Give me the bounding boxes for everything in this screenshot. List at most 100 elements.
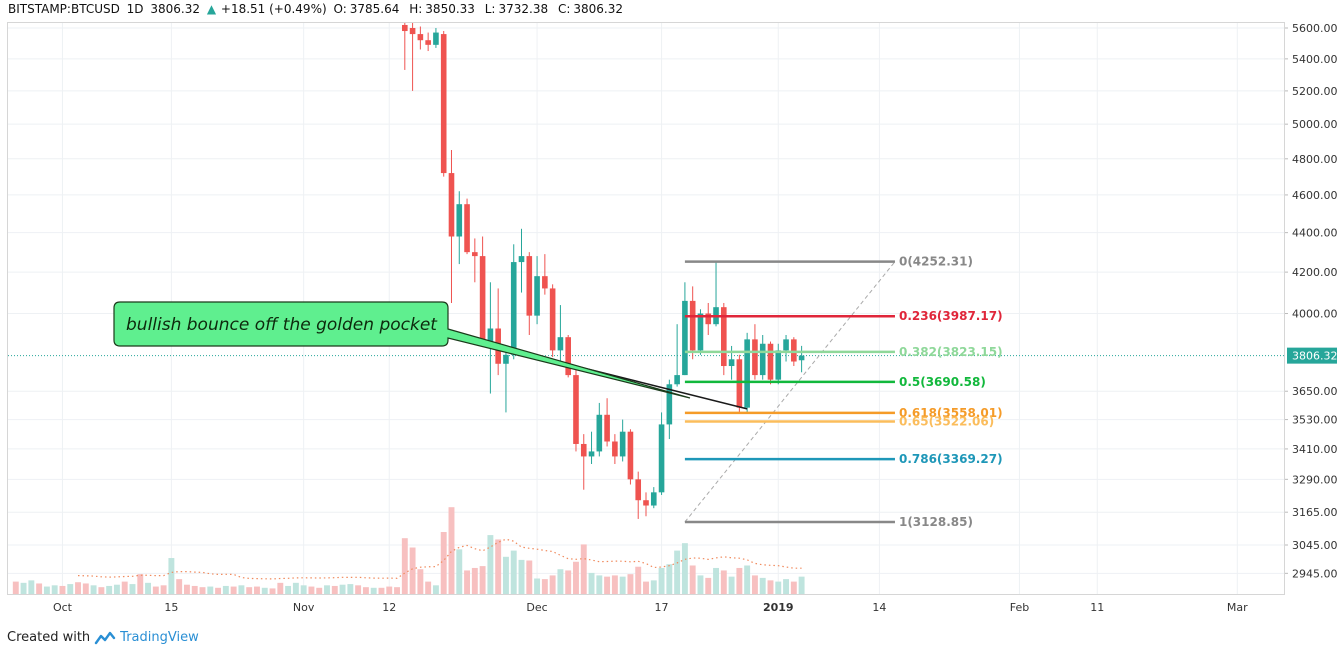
candle-body[interactable] (775, 350, 782, 380)
candle-body[interactable] (759, 343, 766, 376)
volume-bar (121, 581, 128, 594)
candle-body[interactable] (479, 256, 486, 342)
candle-body[interactable] (526, 256, 533, 316)
volume-bar (215, 587, 222, 594)
candle-body[interactable] (728, 359, 735, 367)
candle-body[interactable] (635, 479, 642, 501)
volume-bar (386, 586, 393, 594)
candle-body[interactable] (619, 431, 626, 457)
volume-bar (339, 584, 346, 594)
volume-bar (75, 582, 81, 594)
volume-bar (51, 585, 58, 594)
candle-body[interactable] (752, 339, 758, 376)
candle-body[interactable] (487, 328, 494, 342)
volume-bar (658, 567, 665, 594)
candle-body[interactable] (425, 40, 431, 45)
volume-bar (269, 588, 276, 594)
candle-body[interactable] (417, 34, 424, 41)
volume-bar (502, 556, 509, 594)
volume-bar (650, 580, 657, 594)
candle-body[interactable] (440, 34, 447, 174)
volume-bar (759, 577, 766, 594)
candle-body[interactable] (783, 339, 789, 351)
candle-body[interactable] (472, 252, 478, 257)
volume-bar (300, 585, 307, 594)
candle-body[interactable] (798, 355, 805, 361)
interval-label[interactable]: 1D (126, 2, 144, 16)
annotation-callout[interactable]: bullish bounce off the golden pocket (113, 301, 691, 399)
volume-bar (43, 586, 50, 594)
tradingview-logo-icon (94, 631, 116, 644)
ohlc-close: C: 3806.32 (558, 2, 626, 16)
volume-bar (152, 586, 159, 594)
volume-bar (549, 575, 556, 594)
candle-body[interactable] (588, 451, 595, 457)
candle-body[interactable] (643, 500, 649, 506)
candle-body[interactable] (674, 375, 680, 385)
candle-body[interactable] (534, 276, 540, 316)
volume-bar (261, 587, 268, 594)
volume-bar (573, 561, 579, 594)
candle-body[interactable] (604, 414, 610, 442)
candle-body[interactable] (682, 300, 688, 376)
volume-bar (456, 549, 463, 594)
volume-bar (355, 585, 362, 594)
fib-level-label: 1(3128.85) (899, 515, 973, 529)
candle-body[interactable] (791, 339, 797, 362)
candle-body[interactable] (596, 414, 603, 452)
volume-bar (199, 587, 206, 594)
low-label: L: (484, 2, 496, 16)
candle-body[interactable] (503, 354, 509, 364)
volume-bar (681, 543, 688, 594)
volume-bar (767, 580, 774, 594)
candle-body[interactable] (697, 313, 704, 351)
candle-body[interactable] (767, 343, 774, 380)
candle-body[interactable] (612, 441, 618, 457)
candle-body[interactable] (650, 492, 657, 506)
candle-body[interactable] (580, 443, 587, 457)
candle-body[interactable] (666, 384, 673, 425)
candle-body[interactable] (542, 276, 548, 289)
candle-body[interactable] (565, 337, 571, 376)
candle-body[interactable] (456, 204, 463, 237)
candle-body[interactable] (627, 431, 634, 480)
annotation-text: bullish bounce off the golden pocket (126, 315, 438, 335)
candle-body[interactable] (744, 339, 750, 408)
candle-body[interactable] (736, 359, 743, 408)
volume-bar (471, 567, 478, 594)
volume-bar (36, 583, 43, 594)
candle-body[interactable] (409, 28, 416, 35)
volume-bar (230, 586, 237, 594)
volume-bar (316, 587, 323, 594)
candle-body[interactable] (658, 424, 665, 493)
candle-body[interactable] (705, 313, 712, 325)
candle-body[interactable] (689, 300, 696, 351)
candle-body[interactable] (464, 204, 470, 253)
annotation-shape (113, 301, 691, 399)
x-tick-label: 11 (1090, 601, 1104, 614)
symbol-name[interactable]: BITSTAMP:BTCUSD (8, 2, 120, 16)
x-tick-label: 15 (164, 601, 178, 614)
candle-body[interactable] (510, 262, 517, 355)
candle-body[interactable] (518, 256, 525, 263)
candle-body[interactable] (721, 307, 727, 367)
volume-bar (417, 569, 424, 594)
candle-body[interactable] (549, 288, 556, 351)
fib-level-label: 0.236(3987.17) (899, 309, 1003, 323)
candle-body[interactable] (557, 337, 564, 351)
volume-bar (12, 581, 19, 594)
volume-bar (59, 585, 66, 594)
volume-bar (448, 507, 455, 594)
y-tick-label: 4600.00 (1292, 189, 1338, 202)
candle-body[interactable] (433, 32, 439, 45)
symbol-header: BITSTAMP:BTCUSD 1D 3806.32 ▲ +18.51 (+0.… (8, 2, 629, 18)
tradingview-link[interactable]: TradingView (120, 630, 199, 645)
candle-body[interactable] (448, 173, 455, 237)
volume-bar (697, 575, 704, 594)
volume-bar (674, 550, 681, 594)
candle-body[interactable] (573, 375, 579, 444)
volume-bar (619, 576, 626, 594)
candle-body[interactable] (402, 24, 408, 32)
